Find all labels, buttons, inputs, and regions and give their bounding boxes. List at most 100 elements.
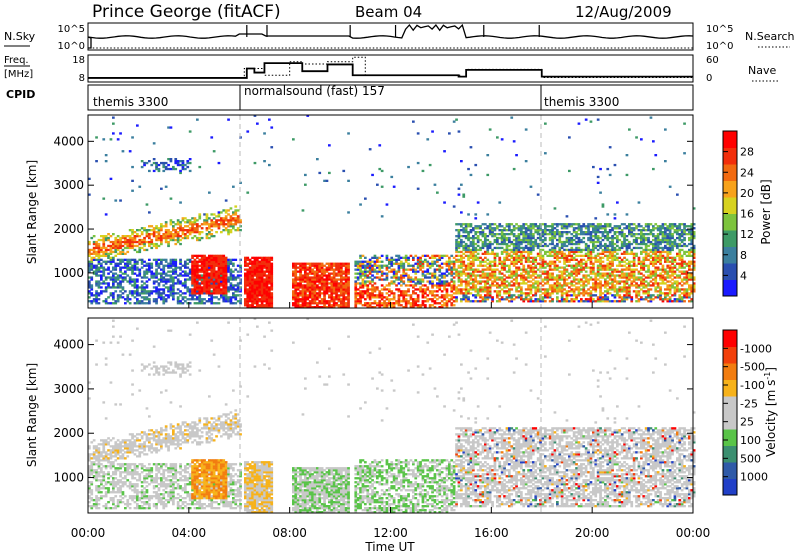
- power-cell: [465, 273, 468, 275]
- power-cell: [534, 265, 537, 267]
- power-cell: [302, 284, 305, 286]
- power-cell: [263, 132, 266, 134]
- power-cell: [544, 282, 547, 284]
- power-cell: [597, 249, 600, 251]
- power-cell: [563, 278, 566, 280]
- power-cell: [592, 298, 595, 300]
- power-cell: [623, 269, 626, 271]
- power-cell: [558, 261, 561, 263]
- power-cell: [554, 245, 557, 247]
- power-cell: [304, 271, 307, 273]
- power-cell: [354, 292, 357, 294]
- power-cell: [215, 255, 218, 257]
- power-cell: [582, 292, 585, 294]
- power-cell: [460, 280, 463, 282]
- power-cell: [215, 276, 218, 278]
- power-cell: [381, 255, 384, 257]
- power-cell: [429, 273, 432, 275]
- power-cell: [119, 267, 122, 269]
- power-cell: [93, 265, 96, 267]
- power-cell: [378, 304, 381, 306]
- power-cell: [227, 286, 230, 288]
- power-cell: [314, 292, 317, 294]
- power-cell: [465, 300, 468, 302]
- power-cell: [419, 263, 422, 265]
- power-cell: [419, 259, 422, 261]
- power-cell: [318, 271, 321, 273]
- power-cell: [222, 280, 225, 282]
- power-cell: [268, 296, 271, 298]
- power-cell: [318, 278, 321, 280]
- power-cell: [179, 280, 182, 282]
- power-cell: [136, 269, 139, 271]
- power-cell: [107, 276, 110, 278]
- power-cell: [304, 174, 307, 176]
- power-cell: [251, 284, 254, 286]
- power-cell: [609, 269, 612, 271]
- power-cell: [256, 123, 259, 125]
- power-cell: [114, 302, 117, 304]
- power-cell: [299, 286, 302, 288]
- power-cell: [554, 269, 557, 271]
- power-cell: [525, 223, 528, 225]
- power-cell: [482, 296, 485, 298]
- power-cell: [474, 213, 477, 215]
- power-cell: [266, 271, 269, 273]
- power-cell: [246, 257, 249, 259]
- power-cell: [549, 225, 552, 227]
- power-cell: [573, 235, 576, 237]
- power-cell: [568, 239, 571, 241]
- power-cell: [141, 286, 144, 288]
- power-cell: [340, 263, 343, 265]
- power-cell: [196, 263, 199, 265]
- power-cell: [167, 274, 170, 276]
- power-cell: [537, 255, 540, 257]
- power-cell: [323, 302, 326, 304]
- power-cell: [604, 278, 607, 280]
- power-cell: [114, 280, 117, 282]
- power-cell: [102, 280, 105, 282]
- power-cell: [213, 271, 216, 273]
- power-cell: [306, 273, 309, 275]
- power-cell: [422, 263, 425, 265]
- power-cell: [117, 284, 120, 286]
- power-cell: [513, 273, 516, 275]
- power-cell: [266, 302, 269, 304]
- power-cell: [364, 276, 367, 278]
- power-cell: [537, 243, 540, 245]
- power-cell: [429, 280, 432, 282]
- power-cell: [254, 302, 257, 304]
- power-cell: [597, 278, 600, 280]
- power-cell: [621, 229, 624, 231]
- power-cell: [522, 233, 525, 235]
- power-cell: [177, 274, 180, 276]
- power-cell: [141, 231, 144, 233]
- power-cell: [338, 282, 341, 284]
- power-cell: [340, 300, 343, 302]
- power-cell: [616, 201, 619, 203]
- power-cell: [270, 269, 273, 271]
- power-cell: [551, 273, 554, 275]
- power-cell: [371, 288, 374, 290]
- power-cell: [561, 233, 564, 235]
- power-cell: [270, 280, 273, 282]
- power-cell: [194, 227, 197, 229]
- power-cell: [525, 269, 528, 271]
- power-cell: [395, 271, 398, 273]
- power-cell: [460, 288, 463, 290]
- power-cell: [213, 223, 216, 225]
- power-cell: [201, 298, 204, 300]
- power-cell: [474, 251, 477, 253]
- power-cell: [330, 265, 333, 267]
- power-cell: [594, 247, 597, 249]
- power-cell: [482, 231, 485, 233]
- power-cell: [465, 255, 468, 257]
- power-cell: [522, 239, 525, 241]
- power-cell: [592, 225, 595, 227]
- power-cell: [434, 296, 437, 298]
- power-cell: [374, 271, 377, 273]
- power-cell: [532, 223, 535, 225]
- power-cell: [604, 231, 607, 233]
- power-cell: [501, 263, 504, 265]
- power-cell: [321, 286, 324, 288]
